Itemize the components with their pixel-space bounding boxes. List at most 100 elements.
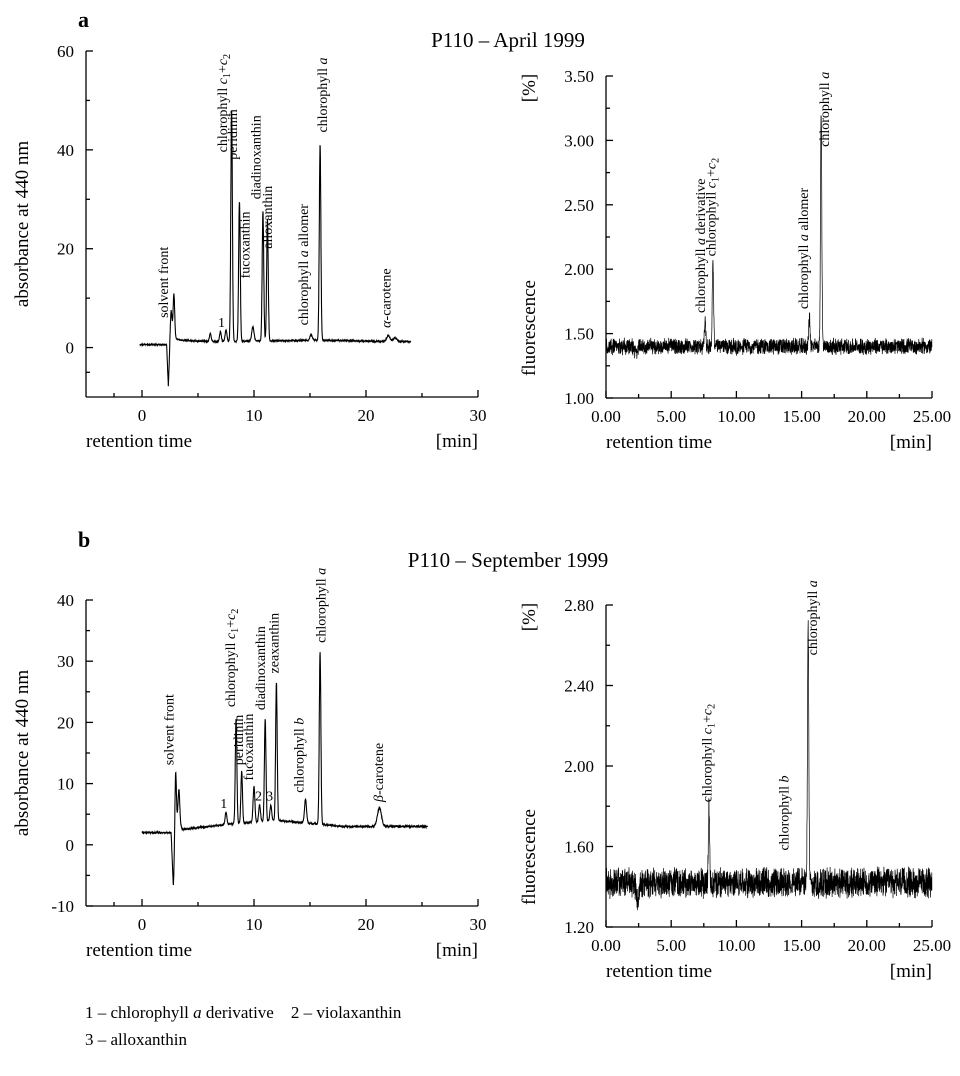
- y-axis-label: fluorescence: [519, 809, 540, 905]
- y-tick-label: 1.50: [564, 325, 594, 344]
- panel-a-letter: a: [78, 7, 89, 32]
- x-tick-label: 20: [358, 915, 375, 934]
- y-axis-label: absorbance at 440 nm: [12, 670, 33, 836]
- peak-label: chlorophyll a: [315, 568, 330, 643]
- peak-label: chlorophyll a: [806, 580, 821, 655]
- x-tick-label: 0: [138, 406, 147, 425]
- y-tick-label: 1.20: [564, 918, 594, 937]
- x-tick-label: 20.00: [848, 407, 886, 426]
- x-tick-label: 20: [358, 406, 375, 425]
- x-axis-unit: [min]: [890, 961, 932, 982]
- x-axis-label: retention time: [606, 961, 712, 982]
- chart-a-abs: 0 10 20 30 0 20 40 60 retention time [min] absorba…: [12, 42, 487, 452]
- peak-label: chlorophyll c1+c2: [216, 54, 233, 152]
- peak-label: fucoxanthin: [242, 714, 257, 781]
- x-axis-unit: [min]: [436, 940, 478, 961]
- x-tick-label: 30: [470, 406, 487, 425]
- peak-label: chlorophyll c1+c2: [701, 704, 718, 802]
- x-tick-label: 10.00: [717, 407, 755, 426]
- x-tick-label: 30: [470, 915, 487, 934]
- x-axis-unit: [min]: [890, 432, 932, 453]
- peak-label: 3: [266, 790, 273, 805]
- y-tick-label: 1.00: [564, 389, 594, 408]
- x-tick-label: 15.00: [782, 936, 820, 955]
- x-axis-label: retention time: [606, 432, 712, 453]
- peak-label: chlorophyll b: [778, 775, 793, 850]
- panel-a-title: P110 – April 1999: [431, 28, 585, 52]
- absorbance-trace: [139, 110, 412, 387]
- x-tick-label: 5.00: [656, 936, 686, 955]
- fluorescence-trace: [605, 115, 933, 359]
- y-tick-label: -10: [51, 897, 74, 916]
- y-tick-label: 30: [57, 652, 74, 671]
- panel-b-letter: b: [78, 527, 90, 552]
- y-axis-unit: [%]: [519, 603, 540, 631]
- x-tick-label: 0.00: [591, 936, 621, 955]
- peak-label: solvent front: [157, 247, 172, 318]
- chart-b-fluo: 0.00 5.00 10.00 15.00 20.00 25.00 1.20 1.60 2.00…: [519, 580, 951, 982]
- y-tick-label: 2.50: [564, 196, 594, 215]
- y-tick-label: 40: [57, 591, 74, 610]
- x-tick-label: 15.00: [782, 407, 820, 426]
- x-tick-label: 20.00: [848, 936, 886, 955]
- x-axis-label: retention time: [86, 940, 192, 961]
- peak-label: peridinin: [232, 715, 247, 766]
- peak-label: 1: [220, 797, 227, 812]
- y-tick-label: 0: [66, 836, 75, 855]
- peak-label: chlorophyll a derivative: [694, 178, 709, 313]
- peak-label: peridinin: [226, 109, 241, 160]
- y-tick-label: 60: [57, 42, 74, 61]
- x-tick-label: 25.00: [913, 407, 951, 426]
- fluorescence-trace: [605, 620, 933, 911]
- peak-label: fucoxanthin: [239, 211, 254, 278]
- peak-label: chlorophyll c1+c2: [705, 158, 722, 256]
- y-axis-label: fluorescence: [519, 280, 540, 376]
- x-axis-unit: [min]: [436, 431, 478, 452]
- peak-label: solvent front: [162, 694, 177, 765]
- y-tick-label: 2.00: [564, 757, 594, 776]
- y-axis-label: absorbance at 440 nm: [12, 141, 33, 307]
- legend-line-2: 3 – alloxanthin: [85, 1030, 187, 1049]
- y-tick-label: 40: [57, 141, 74, 160]
- peak-label: chlorophyll b: [292, 718, 307, 793]
- peak-label: zeaxanthin: [268, 613, 283, 674]
- axes-a-abs: [85, 50, 479, 398]
- y-tick-label: 20: [57, 713, 74, 732]
- x-tick-label: 5.00: [656, 407, 686, 426]
- y-tick-label: 2.80: [564, 596, 594, 615]
- peak-label: chlorophyll a: [818, 72, 833, 147]
- peak-label: diadinoxanthin: [254, 626, 269, 710]
- peak-label: diadinoxanthin: [250, 115, 265, 199]
- chart-b-abs: 0 10 20 30 -10 0 10 20 30 40 retention time [min] ab…: [12, 568, 487, 961]
- x-tick-label: 0.00: [591, 407, 621, 426]
- peak-label: chlorophyll a allomer: [297, 204, 312, 326]
- peak-label: 1: [218, 316, 225, 331]
- axes-b-fluo: [605, 604, 933, 928]
- axes-b-abs: [85, 599, 479, 907]
- y-tick-label: 2.00: [564, 260, 594, 279]
- peak-label: chlorophyll a: [316, 58, 331, 133]
- absorbance-trace: [141, 652, 428, 886]
- legend-line-1: 1 – chlorophyll a derivative 2 – violaxa…: [85, 1003, 402, 1022]
- y-axis-unit: [%]: [519, 74, 540, 102]
- chart-a-fluo: 0.00 5.00 10.00 15.00 20.00 25.00 1.00 1.50 2.00…: [519, 67, 951, 453]
- y-tick-label: 2.40: [564, 677, 594, 696]
- peak-label: alloxanthin: [261, 186, 276, 249]
- y-tick-label: 3.50: [564, 67, 594, 86]
- peak-label: α-carotene: [380, 268, 395, 327]
- x-tick-label: 0: [138, 915, 147, 934]
- x-tick-label: 10.00: [717, 936, 755, 955]
- peak-label: chlorophyll a allomer: [797, 187, 812, 309]
- y-tick-label: 3.00: [564, 131, 594, 150]
- x-axis-label: retention time: [86, 431, 192, 452]
- y-tick-label: 1.60: [564, 838, 594, 857]
- x-tick-label: 25.00: [913, 936, 951, 955]
- peak-label: 2: [255, 790, 262, 805]
- x-tick-label: 10: [246, 406, 263, 425]
- y-tick-label: 20: [57, 240, 74, 259]
- panel-b-title: P110 – September 1999: [408, 548, 608, 572]
- y-tick-label: 10: [57, 775, 74, 794]
- peak-label: β-carotene: [372, 743, 387, 803]
- x-tick-label: 10: [246, 915, 263, 934]
- peak-label: chlorophyll c1+c2: [224, 609, 241, 707]
